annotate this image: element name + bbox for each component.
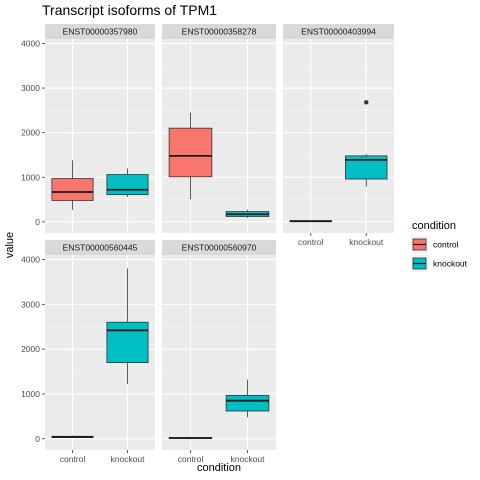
box-control bbox=[168, 112, 213, 200]
box-knockout bbox=[106, 268, 149, 385]
box-body bbox=[345, 155, 388, 180]
y-tick-label: 0 bbox=[35, 217, 40, 227]
facet-strip bbox=[162, 24, 276, 39]
legend-label-knockout: knockout bbox=[433, 259, 468, 269]
x-tick-label: control bbox=[298, 237, 324, 247]
facet-strip bbox=[45, 240, 155, 255]
x-tick-label: knockout bbox=[349, 237, 384, 247]
box-control bbox=[289, 220, 332, 223]
x-tick-label: knockout bbox=[110, 454, 145, 464]
legend-title: condition bbox=[412, 220, 456, 232]
box-body bbox=[106, 174, 149, 196]
panel-background bbox=[283, 39, 394, 233]
facet-strip-label: ENST00000358278 bbox=[182, 27, 257, 37]
y-tick-label: 4000 bbox=[21, 254, 40, 264]
y-tick-label: 1000 bbox=[21, 389, 40, 399]
outlier-point bbox=[364, 100, 369, 105]
box-body bbox=[51, 178, 94, 201]
y-tick-label: 2000 bbox=[21, 128, 40, 138]
panel-background bbox=[45, 39, 155, 233]
box-control bbox=[51, 435, 94, 438]
box-knockout bbox=[225, 209, 270, 218]
facet-panel: ENST00000358278 bbox=[162, 24, 276, 233]
box-knockout bbox=[345, 100, 388, 187]
box-knockout bbox=[225, 379, 270, 418]
legend-label-control: control bbox=[433, 240, 459, 250]
facet-strip-label: ENST00000357980 bbox=[63, 27, 138, 37]
box-body bbox=[225, 394, 270, 412]
facet-strip bbox=[45, 24, 155, 39]
x-axis-label: condition bbox=[197, 462, 241, 474]
y-tick-label: 1000 bbox=[21, 172, 40, 182]
box-control bbox=[51, 160, 94, 210]
facet-strip bbox=[283, 24, 394, 39]
facet-panel: ENST00000560970 control knockout bbox=[162, 240, 276, 464]
y-tick-label: 3000 bbox=[21, 299, 40, 309]
facet-panel: ENST00000560445 0 1000 2000 3000 4000 control k… bbox=[21, 240, 155, 464]
facet-strip-label: ENST00000560445 bbox=[63, 243, 138, 253]
facet-panel: ENST00000403994 control knockout bbox=[283, 24, 394, 247]
y-tick-label: 3000 bbox=[21, 83, 40, 93]
box-body bbox=[168, 127, 213, 178]
y-tick-label: 2000 bbox=[21, 344, 40, 354]
facet-panel: ENST00000357980 0 1000 2000 3000 4000 bbox=[21, 24, 155, 233]
panel-background bbox=[162, 255, 276, 450]
facet-strip-label: ENST00000560970 bbox=[182, 243, 257, 253]
x-tick-label: control bbox=[178, 454, 204, 464]
x-tick-label: knockout bbox=[230, 454, 265, 464]
facet-strip bbox=[162, 240, 276, 255]
box-knockout bbox=[106, 168, 149, 197]
x-tick-label: control bbox=[60, 454, 86, 464]
y-tick-label: 0 bbox=[35, 434, 40, 444]
box-control bbox=[168, 437, 213, 439]
chart-title: Transcript isoforms of TPM1 bbox=[42, 2, 217, 18]
box-body bbox=[106, 321, 149, 363]
y-tick-label: 4000 bbox=[21, 38, 40, 48]
facet-strip-label: ENST00000403994 bbox=[301, 27, 376, 37]
y-axis-label: value bbox=[4, 232, 16, 258]
